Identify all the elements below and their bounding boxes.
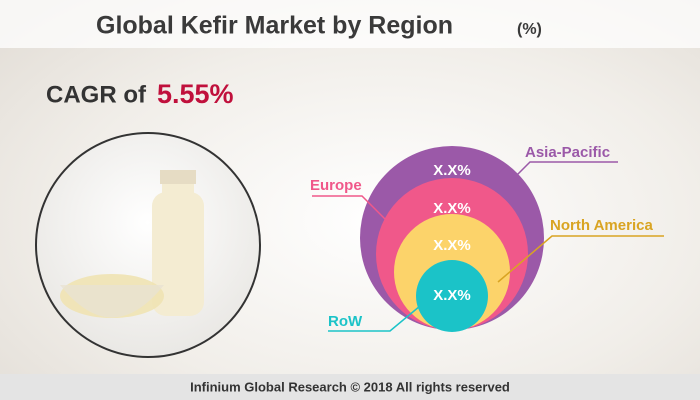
- leader-line: [312, 195, 399, 233]
- footer: Infinium Global Research © 2018 All righ…: [190, 379, 510, 394]
- cagr-label: CAGR of: [46, 81, 147, 108]
- region-label: X.X%: [433, 200, 471, 217]
- leader-line: [509, 161, 618, 183]
- footer-band: [0, 374, 700, 400]
- title: Global Kefir Market by Region: [96, 12, 453, 40]
- region-name: Asia-Pacific: [525, 144, 610, 161]
- title-band: [0, 0, 700, 48]
- region-label: X.X%: [433, 162, 471, 179]
- region-name: North America: [550, 217, 653, 234]
- region-name: Europe: [310, 177, 362, 194]
- region-circles: [360, 146, 544, 332]
- region-label: X.X%: [433, 287, 471, 304]
- leader-line: [328, 305, 421, 332]
- leader-line: [497, 235, 664, 283]
- circle-row: [416, 260, 488, 332]
- region-name: RoW: [328, 313, 363, 330]
- title-unit: (%): [517, 21, 542, 38]
- cagr-value: 5.55%: [157, 79, 234, 109]
- region-label: X.X%: [433, 237, 471, 254]
- photo: [35, 132, 261, 358]
